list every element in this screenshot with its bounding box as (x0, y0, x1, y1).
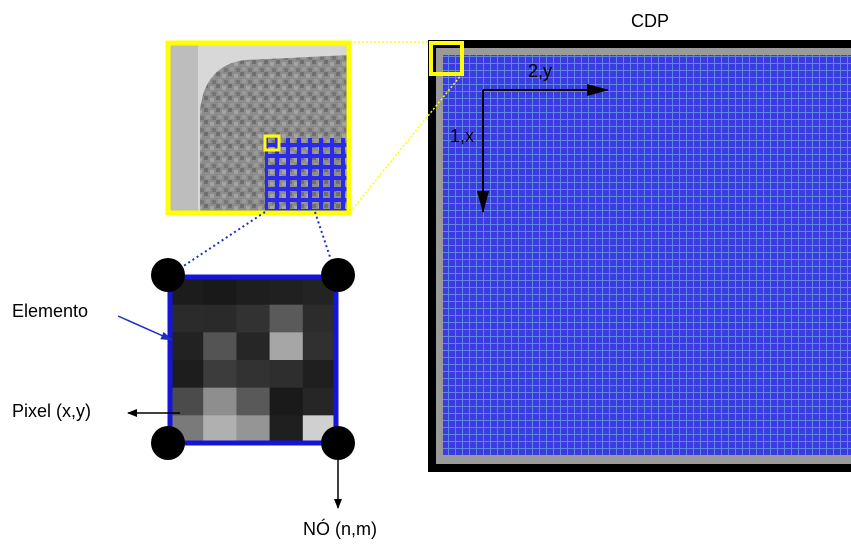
axis-y-label: 2,y (528, 61, 552, 81)
pixel (270, 332, 304, 360)
pixel (203, 277, 237, 305)
pixel (236, 388, 270, 416)
node (151, 426, 185, 460)
pixel (270, 388, 304, 416)
pixel (170, 305, 204, 333)
pixel (303, 360, 337, 388)
pixel-grid (170, 277, 337, 444)
pixel (270, 305, 304, 333)
node (151, 258, 185, 292)
pixel (270, 360, 304, 388)
node-label: NÓ (n,m) (303, 518, 377, 539)
zoom-edge (168, 43, 198, 213)
pixel (170, 332, 204, 360)
pixel (236, 332, 270, 360)
pixel (236, 415, 270, 443)
pixel (236, 305, 270, 333)
pixel-label: Pixel (x,y) (12, 401, 91, 421)
pixel (203, 415, 237, 443)
element-arrow (118, 316, 172, 340)
pixel (270, 277, 304, 305)
cdp-label: CDP (631, 11, 669, 31)
pixel (303, 332, 337, 360)
pixel (203, 360, 237, 388)
element-label: Elemento (12, 301, 88, 321)
pixel (303, 388, 337, 416)
pixel (170, 388, 204, 416)
pixel (203, 388, 237, 416)
pixel (236, 360, 270, 388)
node (321, 258, 355, 292)
axis-x-label: 1,x (450, 126, 474, 146)
node (321, 426, 355, 460)
cdp-mesh (443, 55, 851, 455)
pixel (303, 305, 337, 333)
pixel (203, 332, 237, 360)
pixel (170, 360, 204, 388)
diagram: CDP 2,y 1,x Elemento Pixel (x,y) NÓ (n,m… (0, 0, 851, 548)
pixel (203, 305, 237, 333)
element-connector (170, 212, 265, 275)
pixel (270, 415, 304, 443)
pixel (236, 277, 270, 305)
